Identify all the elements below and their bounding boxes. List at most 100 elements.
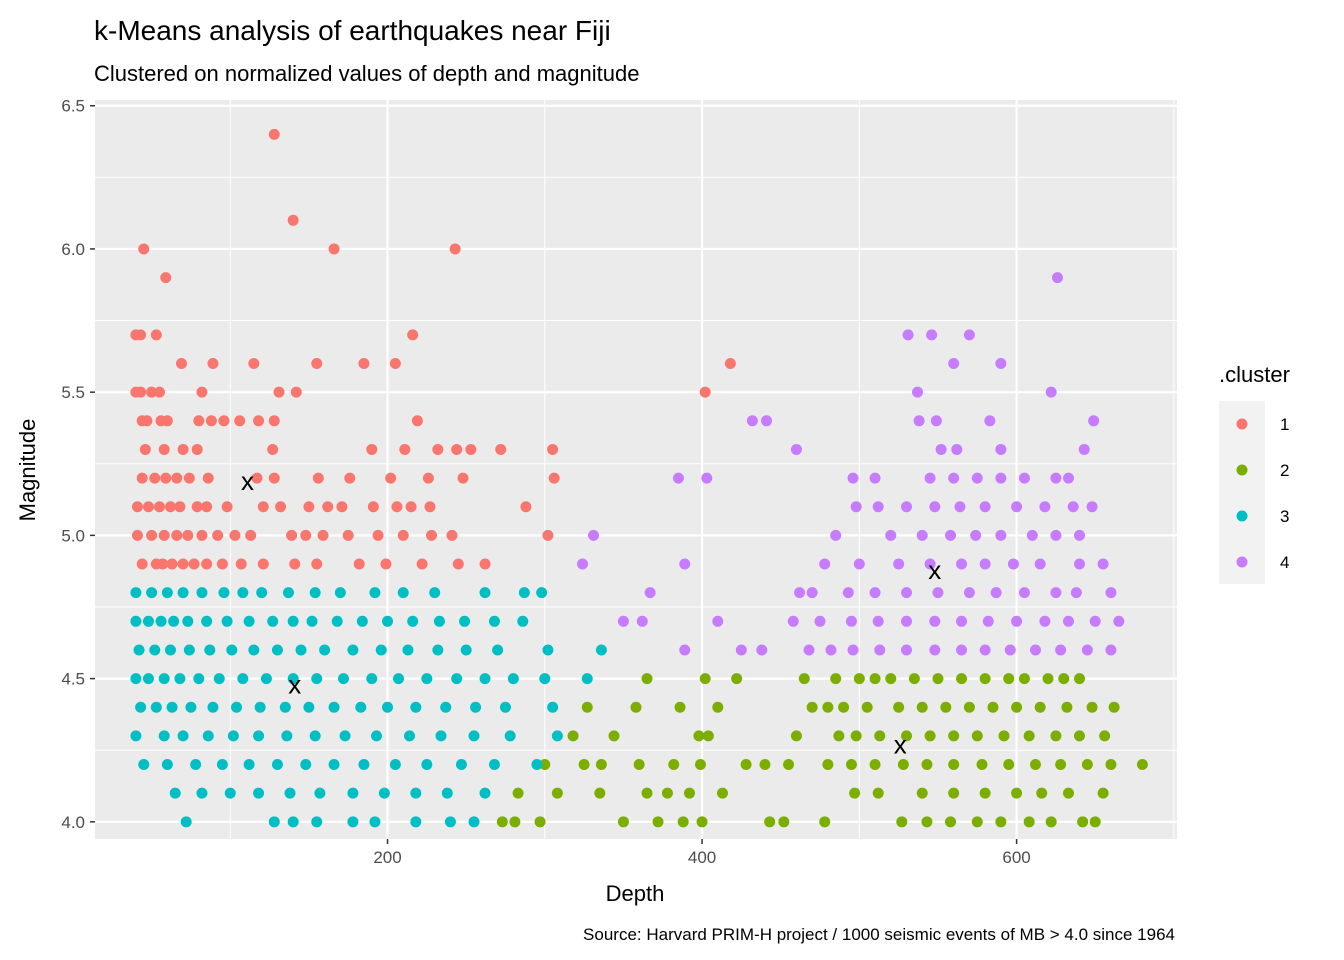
- data-point: [175, 358, 187, 370]
- data-point: [328, 759, 340, 771]
- data-point: [234, 415, 246, 427]
- data-point: [160, 272, 172, 284]
- data-point: [275, 501, 287, 513]
- y-tick-label: 4.0: [61, 813, 85, 832]
- data-point: [479, 673, 491, 685]
- data-point: [253, 415, 265, 427]
- legend-title: .cluster: [1219, 362, 1290, 387]
- data-point: [142, 673, 154, 685]
- data-point: [459, 615, 471, 627]
- data-point: [971, 816, 983, 828]
- data-point: [1055, 759, 1067, 771]
- data-point: [849, 787, 861, 799]
- data-point: [183, 472, 195, 484]
- data-point: [885, 673, 897, 685]
- data-point: [444, 816, 456, 828]
- data-point: [196, 529, 208, 541]
- data-point: [130, 615, 142, 627]
- data-point: [410, 816, 422, 828]
- data-point: [402, 644, 414, 656]
- data-point: [432, 443, 444, 455]
- data-point: [300, 529, 312, 541]
- data-point: [1011, 701, 1023, 713]
- data-point: [193, 673, 205, 685]
- data-point: [158, 730, 170, 742]
- data-point: [389, 759, 401, 771]
- data-point: [1108, 701, 1120, 713]
- data-point: [336, 501, 348, 513]
- legend-swatch-cluster-4: [1236, 556, 1248, 568]
- x-tick-label: 400: [688, 848, 716, 867]
- data-point: [756, 644, 768, 656]
- data-point: [251, 472, 263, 484]
- data-point: [287, 816, 299, 828]
- data-point: [191, 443, 203, 455]
- legend-swatch-cluster-1: [1236, 418, 1248, 430]
- data-point: [595, 644, 607, 656]
- data-point: [1077, 816, 1089, 828]
- data-point: [567, 730, 579, 742]
- legend-label-cluster-2: 2: [1280, 461, 1289, 480]
- data-point: [935, 443, 947, 455]
- data-point: [794, 587, 806, 599]
- data-point: [1073, 673, 1085, 685]
- data-point: [594, 787, 606, 799]
- y-tick-label: 5.0: [61, 526, 85, 545]
- data-point: [190, 759, 202, 771]
- data-point: [908, 673, 920, 685]
- data-point: [759, 759, 771, 771]
- data-point: [822, 759, 834, 771]
- data-point: [819, 816, 831, 828]
- data-point: [948, 472, 960, 484]
- data-point: [916, 529, 928, 541]
- data-point: [1026, 529, 1038, 541]
- data-point: [668, 759, 680, 771]
- data-point: [644, 587, 656, 599]
- data-point: [990, 587, 1002, 599]
- data-point: [142, 615, 154, 627]
- data-point: [581, 673, 593, 685]
- data-point: [455, 759, 467, 771]
- data-point: [1029, 759, 1041, 771]
- data-point: [932, 587, 944, 599]
- data-point: [410, 701, 422, 713]
- data-point: [979, 501, 991, 513]
- data-point: [470, 701, 482, 713]
- data-point: [161, 415, 173, 427]
- data-point: [369, 816, 381, 828]
- data-point: [182, 615, 194, 627]
- data-point: [724, 358, 736, 370]
- data-point: [432, 644, 444, 656]
- data-point: [712, 615, 724, 627]
- data-point: [507, 673, 519, 685]
- data-point: [956, 673, 968, 685]
- data-point: [806, 587, 818, 599]
- data-point: [970, 529, 982, 541]
- data-point: [177, 558, 189, 570]
- data-point: [764, 816, 776, 828]
- data-point: [1097, 558, 1109, 570]
- data-point: [963, 701, 975, 713]
- data-point: [652, 816, 664, 828]
- data-point: [517, 615, 529, 627]
- data-point: [201, 501, 213, 513]
- data-point: [183, 644, 195, 656]
- data-point: [901, 587, 912, 599]
- data-point: [819, 558, 831, 570]
- data-point: [169, 787, 181, 799]
- data-point: [896, 816, 908, 828]
- data-point: [331, 615, 343, 627]
- data-point: [404, 730, 416, 742]
- data-point: [929, 615, 941, 627]
- y-tick-label: 4.5: [61, 670, 85, 689]
- series-cluster-4: [577, 272, 1125, 656]
- data-point: [1062, 787, 1074, 799]
- data-point: [422, 472, 434, 484]
- data-point: [279, 701, 291, 713]
- data-point: [833, 730, 845, 742]
- data-point: [548, 472, 560, 484]
- data-point: [869, 673, 881, 685]
- data-point: [385, 472, 397, 484]
- data-point: [235, 558, 247, 570]
- data-point: [150, 329, 162, 341]
